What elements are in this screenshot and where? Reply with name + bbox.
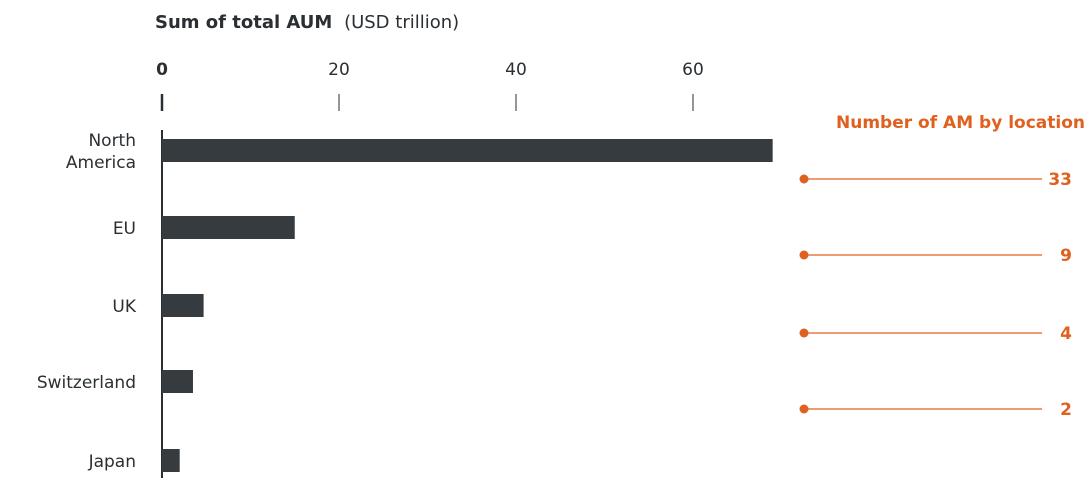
category-label: North (88, 131, 136, 151)
am-count-label: 9 (1060, 246, 1072, 266)
secondary-title: Number of AM by location (836, 113, 1085, 133)
category-label: America (66, 153, 136, 173)
am-count-marker (799, 404, 809, 414)
am-count-marker (799, 328, 809, 338)
am-count-label: 2 (1060, 400, 1072, 420)
category-label: Switzerland (37, 373, 136, 393)
am-count-marker (799, 250, 809, 260)
aum-bar (162, 139, 773, 162)
x-axis-ticks: 0 20 40 60 (156, 60, 704, 111)
am-count-marker (799, 174, 809, 184)
aum-bar (162, 216, 295, 239)
aum-bar (162, 370, 193, 393)
category-label: Japan (88, 452, 136, 472)
chart-title-unit: (USD trillion) (344, 12, 459, 33)
chart-title-bold: Sum of total AUM (155, 12, 332, 33)
aum-bar (162, 294, 204, 317)
category-label: UK (112, 297, 136, 317)
am-count-label: 33 (1048, 170, 1072, 190)
category-label: EU (113, 219, 136, 239)
am-count-label: 4 (1060, 324, 1072, 344)
chart-rows: NorthAmerica33EU9UK4Switzerland2Japan2 (37, 131, 1072, 472)
x-tick-label: 20 (328, 60, 350, 80)
chart-title: Sum of total AUM (USD trillion) (155, 12, 459, 33)
aum-bar (162, 449, 180, 472)
x-tick-label: 0 (156, 60, 168, 80)
x-tick-label: 60 (682, 60, 704, 80)
x-tick-label: 40 (505, 60, 527, 80)
